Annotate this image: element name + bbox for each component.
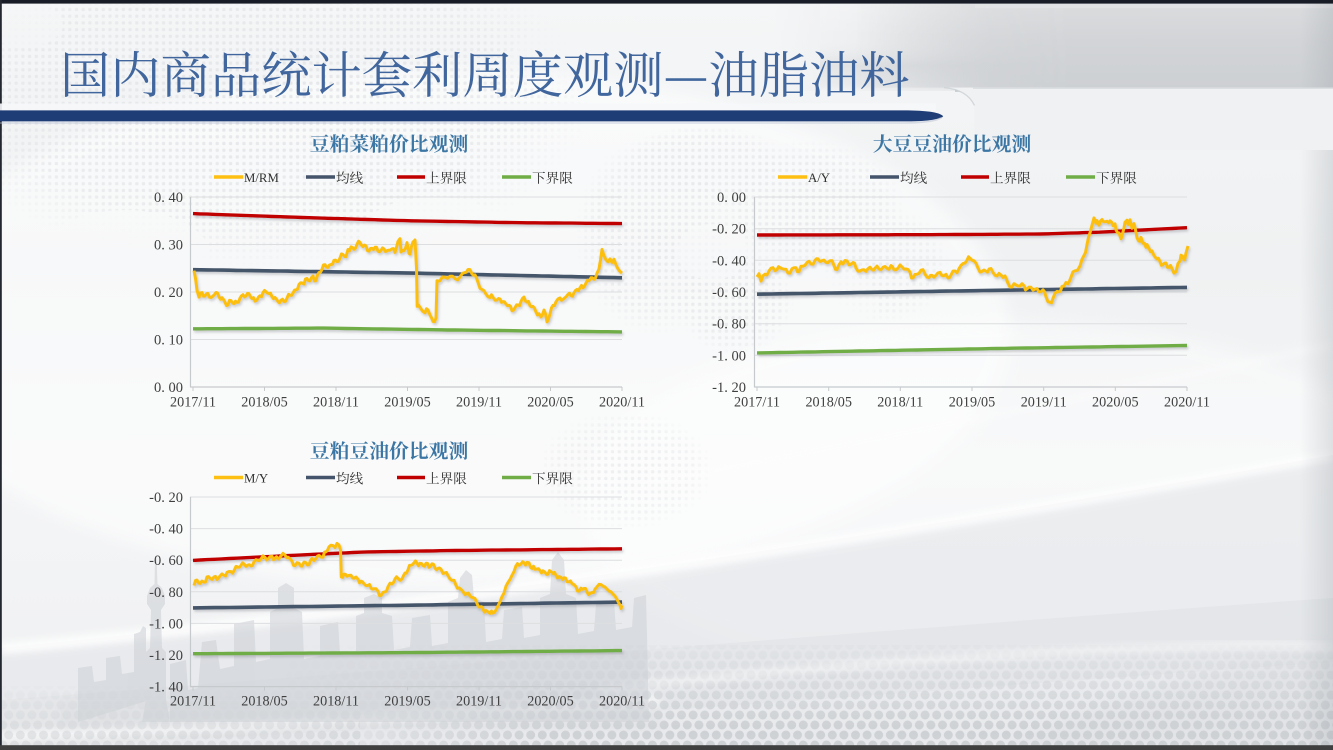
svg-text:0. 10: 0. 10 — [154, 333, 183, 349]
svg-text:2019/05: 2019/05 — [949, 395, 996, 411]
svg-text:-0. 80: -0. 80 — [712, 317, 746, 333]
svg-text:-1. 40: -1. 40 — [149, 680, 183, 696]
svg-text:0. 40: 0. 40 — [154, 190, 183, 206]
svg-text:0. 00: 0. 00 — [717, 190, 746, 206]
svg-text:2019/11: 2019/11 — [456, 395, 502, 411]
svg-text:2018/05: 2018/05 — [241, 694, 288, 710]
svg-text:2018/05: 2018/05 — [805, 395, 852, 411]
svg-text:-0. 20: -0. 20 — [712, 222, 746, 238]
svg-text:-1. 20: -1. 20 — [149, 648, 183, 664]
svg-text:2019/11: 2019/11 — [1021, 395, 1067, 411]
svg-text:-0. 80: -0. 80 — [149, 585, 183, 601]
svg-text:2019/05: 2019/05 — [384, 395, 431, 411]
svg-text:-1. 20: -1. 20 — [712, 380, 746, 396]
svg-text:-0. 60: -0. 60 — [712, 285, 746, 301]
svg-text:2018/05: 2018/05 — [241, 395, 288, 411]
svg-text:0. 20: 0. 20 — [154, 285, 183, 301]
svg-text:2019/11: 2019/11 — [456, 694, 502, 710]
svg-text:2018/11: 2018/11 — [877, 395, 923, 411]
svg-text:2020/11: 2020/11 — [599, 694, 645, 710]
svg-text:2017/11: 2017/11 — [170, 395, 216, 411]
svg-text:A/Y: A/Y — [808, 171, 830, 185]
svg-text:-0. 40: -0. 40 — [149, 522, 183, 538]
svg-text:2017/11: 2017/11 — [734, 395, 780, 411]
svg-text:2020/05: 2020/05 — [1092, 395, 1139, 411]
svg-text:-0. 40: -0. 40 — [712, 253, 746, 269]
svg-text:M/Y: M/Y — [244, 472, 268, 486]
svg-text:2020/05: 2020/05 — [527, 395, 574, 411]
svg-text:2017/11: 2017/11 — [170, 694, 216, 710]
svg-text:0. 30: 0. 30 — [154, 238, 183, 254]
svg-text:2019/05: 2019/05 — [384, 694, 431, 710]
svg-text:2020/11: 2020/11 — [1164, 395, 1210, 411]
svg-text:2018/11: 2018/11 — [313, 395, 359, 411]
svg-text:2018/11: 2018/11 — [313, 694, 359, 710]
svg-text:-1. 00: -1. 00 — [149, 616, 183, 632]
svg-text:-0. 20: -0. 20 — [149, 490, 183, 506]
svg-text:M/RM: M/RM — [244, 171, 279, 185]
svg-text:-1. 00: -1. 00 — [712, 348, 746, 364]
svg-text:0. 00: 0. 00 — [154, 380, 183, 396]
svg-text:2020/05: 2020/05 — [527, 694, 574, 710]
svg-text:-0. 60: -0. 60 — [149, 553, 183, 569]
svg-text:2020/11: 2020/11 — [599, 395, 645, 411]
